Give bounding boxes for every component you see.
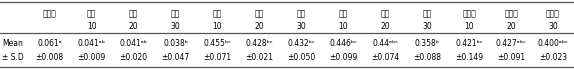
Text: ±0.008: ±0.008 bbox=[36, 53, 64, 62]
Text: ±0.071: ±0.071 bbox=[203, 53, 231, 62]
Text: 감초: 감초 bbox=[171, 9, 180, 18]
Text: 20: 20 bbox=[129, 22, 138, 31]
Text: 감초: 감초 bbox=[129, 9, 138, 18]
Text: 천궁: 천궁 bbox=[339, 9, 348, 18]
Text: 0.038ᵇ: 0.038ᵇ bbox=[163, 39, 188, 48]
Text: 0.455ᵇᶜ: 0.455ᵇᶜ bbox=[204, 39, 231, 48]
Text: ±0.020: ±0.020 bbox=[119, 53, 148, 62]
Text: Mean: Mean bbox=[2, 39, 23, 48]
Text: 0.446ᵇᶜ: 0.446ᵇᶜ bbox=[329, 39, 357, 48]
Text: 감초: 감초 bbox=[87, 9, 96, 18]
Text: ±0.021: ±0.021 bbox=[246, 53, 273, 62]
Text: 작약: 작약 bbox=[255, 9, 264, 18]
Text: 30: 30 bbox=[297, 22, 306, 31]
Text: 10: 10 bbox=[87, 22, 96, 31]
Text: 20: 20 bbox=[506, 22, 516, 31]
Text: 10: 10 bbox=[339, 22, 348, 31]
Text: 0.427ᵃᵇᶜ: 0.427ᵃᵇᶜ bbox=[496, 39, 526, 48]
Text: ±0.149: ±0.149 bbox=[455, 53, 483, 62]
Text: 작약: 작약 bbox=[297, 9, 306, 18]
Text: ±0.047: ±0.047 bbox=[161, 53, 189, 62]
Text: 천궁: 천궁 bbox=[381, 9, 390, 18]
Text: 0.358ᵇ: 0.358ᵇ bbox=[414, 39, 440, 48]
Text: 호장근: 호장근 bbox=[546, 9, 560, 18]
Text: ±0.088: ±0.088 bbox=[413, 53, 441, 62]
Text: ±0.009: ±0.009 bbox=[77, 53, 106, 62]
Text: ±0.050: ±0.050 bbox=[287, 53, 316, 62]
Text: 10: 10 bbox=[212, 22, 222, 31]
Text: 30: 30 bbox=[548, 22, 558, 31]
Text: 30: 30 bbox=[170, 22, 180, 31]
Text: 0.432ᵇᶜ: 0.432ᵇᶜ bbox=[288, 39, 315, 48]
Text: ±0.074: ±0.074 bbox=[371, 53, 400, 62]
Text: 20: 20 bbox=[255, 22, 264, 31]
Text: ±0.091: ±0.091 bbox=[497, 53, 525, 62]
Text: 0.421ᵇᶜ: 0.421ᵇᶜ bbox=[455, 39, 483, 48]
Text: 대조군: 대조군 bbox=[42, 9, 57, 18]
Text: 0.400ᵃᵇᶜ: 0.400ᵃᵇᶜ bbox=[538, 39, 568, 48]
Text: 호장근: 호장근 bbox=[462, 9, 476, 18]
Text: 10: 10 bbox=[464, 22, 474, 31]
Text: 20: 20 bbox=[381, 22, 390, 31]
Text: ±0.099: ±0.099 bbox=[329, 53, 358, 62]
Text: ± S.D: ± S.D bbox=[2, 53, 24, 62]
Text: 30: 30 bbox=[422, 22, 432, 31]
Text: 0.44ᵃᵇᶜ: 0.44ᵃᵇᶜ bbox=[373, 39, 398, 48]
Text: 작약: 작약 bbox=[213, 9, 222, 18]
Text: ±0.023: ±0.023 bbox=[539, 53, 567, 62]
Text: 0.041ᵃᵇ: 0.041ᵃᵇ bbox=[77, 39, 106, 48]
Text: 0.061ᵃ: 0.061ᵃ bbox=[37, 39, 62, 48]
Text: 0.428ᵇᶜ: 0.428ᵇᶜ bbox=[246, 39, 273, 48]
Text: 호장근: 호장근 bbox=[504, 9, 518, 18]
Text: 천궁: 천궁 bbox=[422, 9, 432, 18]
Text: 0.041ᵃᵇ: 0.041ᵃᵇ bbox=[119, 39, 148, 48]
